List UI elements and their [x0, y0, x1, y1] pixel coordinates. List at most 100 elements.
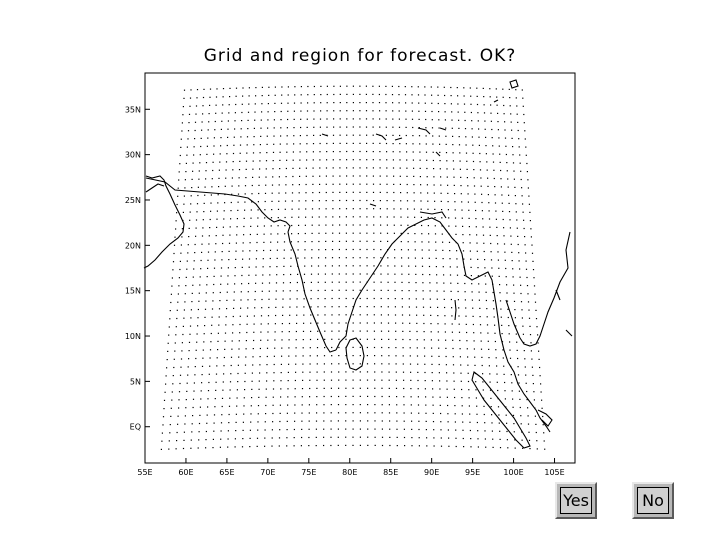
grid-point	[506, 300, 509, 302]
grid-point	[388, 404, 390, 406]
grid-point	[324, 273, 326, 275]
grid-point	[229, 96, 231, 98]
grid-point	[279, 159, 281, 161]
grid-point	[386, 232, 389, 234]
grid-point	[426, 437, 428, 439]
grid-point	[193, 382, 195, 384]
grid-point	[345, 297, 347, 300]
grid-point	[439, 380, 441, 382]
grid-point	[374, 412, 376, 414]
grid-point	[520, 292, 522, 295]
grid-point	[431, 347, 433, 349]
grid-point	[425, 151, 428, 153]
grid-point	[440, 412, 442, 415]
grid-point	[396, 428, 398, 430]
grid-point	[207, 259, 209, 261]
grid-point	[525, 146, 527, 148]
grid-point	[477, 258, 479, 260]
grid-point	[296, 281, 298, 284]
grid-point	[207, 137, 209, 139]
grid-point	[175, 334, 177, 336]
grid-point	[503, 373, 505, 375]
grid-point	[229, 397, 231, 399]
grid-point	[326, 151, 328, 153]
grid-point	[203, 211, 205, 213]
grid-point	[302, 379, 304, 381]
grid-point	[309, 396, 311, 398]
grid-point	[493, 316, 495, 318]
grid-point	[392, 110, 394, 112]
grid-point	[502, 357, 504, 359]
grid-point	[428, 233, 430, 235]
grid-point	[213, 267, 216, 269]
grid-point	[418, 428, 420, 431]
grid-point	[420, 192, 422, 194]
grid-point	[352, 322, 354, 324]
grid-point	[241, 103, 243, 105]
grid-point	[239, 332, 241, 334]
grid-point	[445, 135, 447, 137]
grid-point	[338, 338, 340, 340]
grid-point	[331, 306, 333, 308]
grid-point	[198, 292, 200, 294]
grid-point	[381, 404, 383, 406]
grid-point	[260, 135, 262, 137]
grid-point	[378, 93, 380, 96]
grid-point	[452, 339, 454, 341]
grid-point	[240, 136, 242, 138]
grid-point	[280, 388, 282, 390]
grid-point	[497, 129, 499, 131]
grid-point	[359, 224, 361, 226]
grid-point	[266, 380, 268, 382]
grid-point	[320, 110, 322, 112]
grid-point	[179, 154, 181, 157]
grid-point	[177, 293, 179, 295]
grid-point	[392, 102, 394, 104]
grid-point	[333, 85, 335, 87]
grid-point	[453, 380, 455, 382]
grid-point	[421, 233, 423, 235]
grid-point	[299, 151, 301, 153]
grid-point	[428, 257, 430, 259]
grid-point	[324, 265, 327, 267]
yes-button[interactable]: Yes	[555, 482, 597, 519]
grid-point	[251, 372, 253, 374]
grid-point	[313, 102, 315, 104]
grid-point	[498, 422, 500, 424]
grid-point	[366, 265, 368, 267]
grid-point	[246, 152, 248, 154]
grid-point	[298, 184, 300, 186]
grid-point	[403, 387, 405, 390]
grid-point	[178, 391, 181, 393]
grid-point	[450, 103, 452, 105]
grid-point	[199, 414, 201, 416]
grid-point	[444, 315, 446, 317]
grid-point	[171, 391, 173, 393]
grid-point	[318, 224, 320, 226]
grid-point	[366, 338, 368, 340]
grid-point	[227, 136, 229, 138]
grid-point	[241, 274, 243, 277]
grid-point	[186, 146, 188, 148]
grid-point	[345, 420, 347, 422]
grid-point	[352, 118, 354, 120]
inland-trace-7	[435, 151, 441, 157]
grid-point	[306, 159, 308, 161]
grid-point	[331, 355, 333, 357]
grid-point	[352, 150, 354, 153]
grid-point	[200, 137, 202, 139]
grid-point	[366, 142, 368, 144]
grid-point	[312, 175, 314, 177]
grid-point	[462, 429, 464, 431]
no-button[interactable]: No	[632, 482, 674, 519]
grid-point	[407, 208, 409, 210]
grid-point	[244, 201, 246, 203]
grid-point	[387, 314, 389, 316]
grid-point	[222, 226, 224, 228]
grid-point	[170, 415, 172, 417]
grid-point	[293, 118, 295, 120]
grid-point	[423, 314, 425, 316]
grid-point	[491, 128, 493, 131]
grid-point	[413, 192, 415, 194]
grid-point	[259, 160, 261, 162]
